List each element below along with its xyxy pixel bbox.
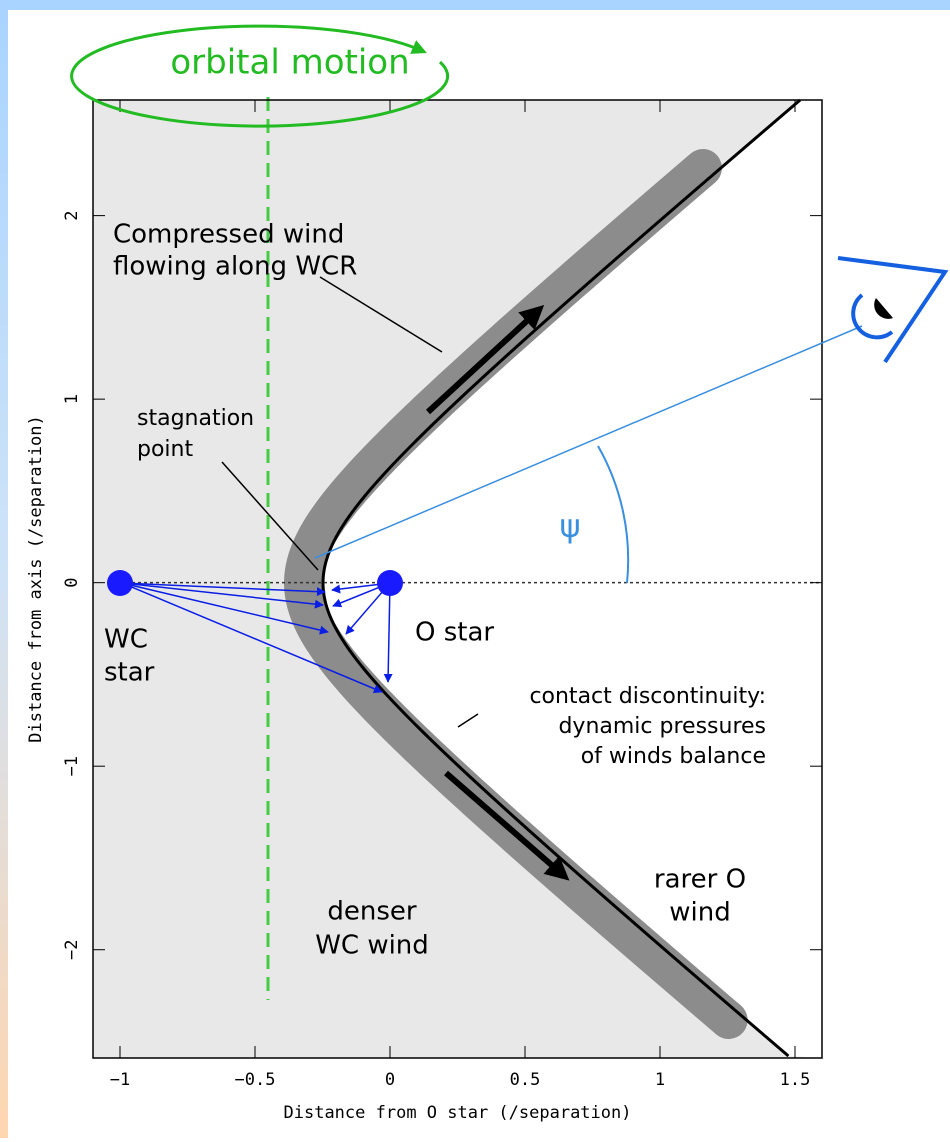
o-star-label: O star [415, 618, 494, 648]
page: −1 −0.5 0 0.5 1 1.5 −2 −1 0 1 2 Distance from O sta… [0, 0, 950, 1138]
x-tick-label: −1 [110, 1070, 130, 1090]
y-tick-label: −2 [62, 939, 82, 959]
y-axis-label: Distance from axis (/separation) [26, 415, 46, 743]
eye-pupil [874, 298, 893, 319]
y-tick-label: 0 [62, 578, 82, 588]
y-tick-label: 2 [62, 210, 82, 220]
side-strip [0, 0, 8, 1138]
contact-label: contact discontinuity: [529, 684, 766, 709]
wc-star-label: WC [104, 625, 148, 655]
contact-label: of winds balance [581, 744, 766, 769]
wc-star [107, 570, 133, 596]
wc-star-label: star [104, 658, 155, 688]
x-tick-label: −0.5 [235, 1070, 276, 1090]
angle-label: ψ [559, 507, 580, 545]
eye [838, 258, 945, 362]
o-wind-label: wind [669, 898, 730, 928]
wcr-label: Compressed wind [113, 220, 344, 250]
stagnation-label: stagnation [137, 406, 254, 431]
stagnation-label: point [137, 437, 193, 462]
x-tick-label: 0.5 [510, 1070, 541, 1090]
x-axis-label: Distance from O star (/separation) [284, 1103, 632, 1123]
wc-wind-label: WC wind [315, 931, 429, 961]
figure: −1 −0.5 0 0.5 1 1.5 −2 −1 0 1 2 Distance from O sta… [0, 0, 950, 1138]
orbital-label: orbital motion [170, 43, 409, 83]
y-tick-label: 1 [62, 394, 82, 404]
contact-label: dynamic pressures [558, 714, 766, 739]
wcr-label: flowing along WCR [113, 252, 357, 282]
x-tick-label: 0 [385, 1070, 395, 1090]
x-tick-label: 1.5 [780, 1070, 811, 1090]
x-tick-label: 1 [655, 1070, 665, 1090]
top-strip [0, 0, 950, 10]
y-tick-label: −1 [62, 756, 82, 776]
o-wind-label: rarer O [654, 865, 746, 895]
wc-wind-label: denser [327, 897, 417, 927]
o-star [377, 570, 403, 596]
